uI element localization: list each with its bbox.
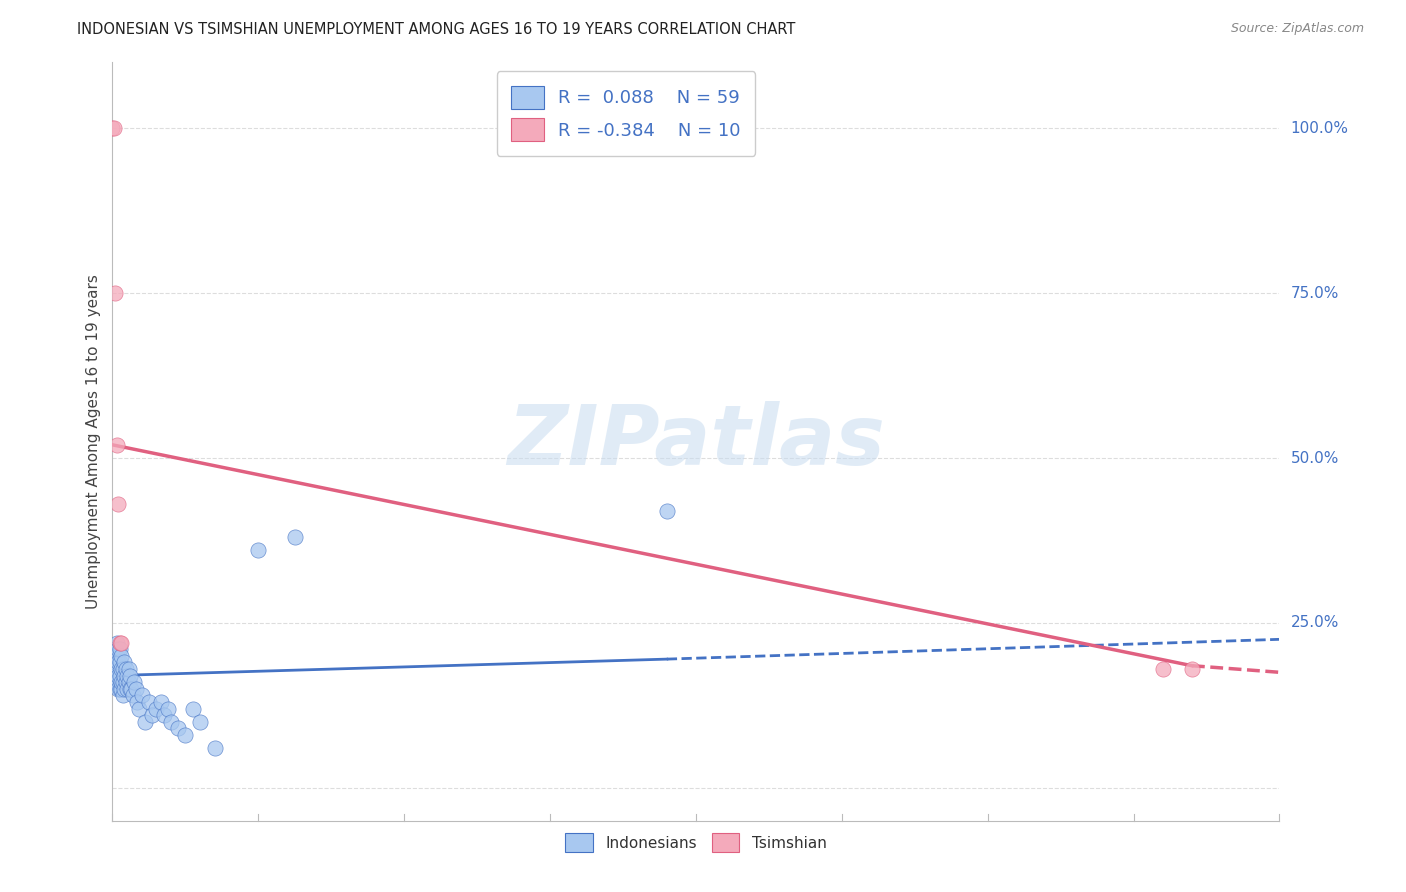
Point bbox=[1152, 662, 1174, 676]
Text: INDONESIAN VS TSIMSHIAN UNEMPLOYMENT AMONG AGES 16 TO 19 YEARS CORRELATION CHART: INDONESIAN VS TSIMSHIAN UNEMPLOYMENT AMO… bbox=[77, 22, 796, 37]
Point bbox=[114, 662, 136, 676]
Point bbox=[104, 286, 127, 301]
Point bbox=[117, 662, 139, 676]
Point bbox=[141, 708, 163, 723]
Point bbox=[204, 741, 226, 756]
Point bbox=[103, 648, 125, 663]
Text: ZIPatlas: ZIPatlas bbox=[508, 401, 884, 482]
Point bbox=[111, 675, 134, 690]
Point bbox=[107, 668, 129, 682]
Point bbox=[145, 701, 167, 715]
Point bbox=[108, 642, 131, 657]
Point bbox=[101, 662, 124, 676]
Legend: Indonesians, Tsimshian: Indonesians, Tsimshian bbox=[560, 827, 832, 858]
Point bbox=[110, 648, 132, 663]
Point bbox=[122, 689, 145, 703]
Point bbox=[107, 642, 129, 657]
Point bbox=[104, 675, 127, 690]
Point bbox=[118, 681, 141, 696]
Point bbox=[134, 714, 156, 729]
Point bbox=[105, 648, 128, 663]
Point bbox=[110, 675, 132, 690]
Point bbox=[110, 635, 132, 649]
Point bbox=[112, 656, 135, 670]
Point bbox=[110, 662, 132, 676]
Text: 100.0%: 100.0% bbox=[1291, 121, 1348, 136]
Point bbox=[125, 681, 148, 696]
Point bbox=[152, 708, 174, 723]
Point bbox=[101, 121, 124, 136]
Point bbox=[104, 642, 127, 657]
Point bbox=[131, 689, 153, 703]
Point bbox=[111, 662, 134, 676]
Point bbox=[138, 695, 160, 709]
Point bbox=[181, 701, 204, 715]
Point bbox=[107, 656, 129, 670]
Point bbox=[111, 689, 134, 703]
Point bbox=[105, 675, 128, 690]
Point bbox=[120, 681, 142, 696]
Point bbox=[112, 668, 135, 682]
Point bbox=[105, 662, 128, 676]
Point bbox=[655, 504, 678, 518]
Y-axis label: Unemployment Among Ages 16 to 19 years: Unemployment Among Ages 16 to 19 years bbox=[86, 274, 101, 609]
Point bbox=[115, 668, 138, 682]
Point bbox=[188, 714, 211, 729]
Point bbox=[128, 701, 150, 715]
Point bbox=[160, 714, 183, 729]
Text: 75.0%: 75.0% bbox=[1291, 285, 1339, 301]
Point bbox=[149, 695, 172, 709]
Point bbox=[156, 701, 179, 715]
Point bbox=[103, 121, 125, 136]
Point bbox=[112, 681, 135, 696]
Point bbox=[118, 668, 141, 682]
Point bbox=[104, 656, 127, 670]
Point bbox=[108, 668, 131, 682]
Point bbox=[107, 497, 129, 511]
Point bbox=[115, 681, 138, 696]
Point bbox=[114, 675, 136, 690]
Text: Source: ZipAtlas.com: Source: ZipAtlas.com bbox=[1230, 22, 1364, 36]
Point bbox=[124, 675, 146, 690]
Point bbox=[284, 530, 307, 544]
Point bbox=[103, 668, 125, 682]
Point bbox=[174, 728, 197, 742]
Point bbox=[108, 656, 131, 670]
Text: 25.0%: 25.0% bbox=[1291, 615, 1339, 631]
Point bbox=[108, 635, 131, 649]
Point bbox=[117, 675, 139, 690]
Point bbox=[127, 695, 149, 709]
Point bbox=[105, 635, 128, 649]
Point bbox=[247, 543, 270, 558]
Text: 50.0%: 50.0% bbox=[1291, 450, 1339, 466]
Point bbox=[167, 722, 190, 736]
Point bbox=[1181, 662, 1204, 676]
Point bbox=[105, 438, 128, 452]
Point bbox=[110, 681, 132, 696]
Point bbox=[107, 681, 129, 696]
Point bbox=[108, 681, 131, 696]
